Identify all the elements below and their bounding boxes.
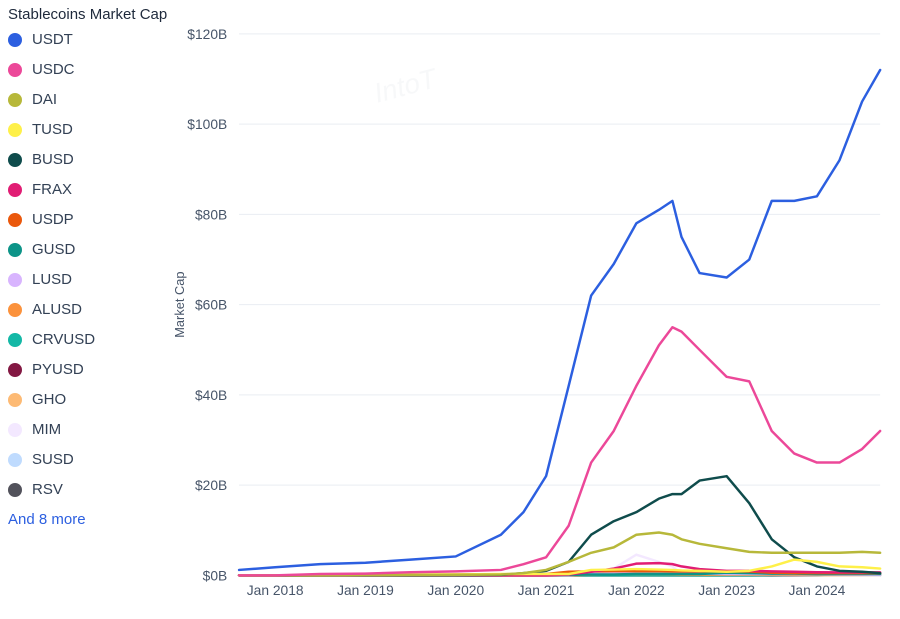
svg-text:IntoT: IntoT — [371, 62, 442, 109]
series-usdt[interactable] — [239, 70, 880, 570]
chart-title: Stablecoins Market Cap — [8, 6, 170, 23]
legend-item-mim[interactable]: MIM — [8, 421, 170, 438]
legend-item-gho[interactable]: GHO — [8, 391, 170, 408]
svg-text:Jan 2020: Jan 2020 — [427, 583, 484, 598]
legend-label: ALUSD — [32, 301, 82, 318]
legend-label: USDT — [32, 31, 73, 48]
svg-text:$20B: $20B — [195, 478, 227, 493]
legend-label: DAI — [32, 91, 57, 108]
svg-text:Jan 2024: Jan 2024 — [789, 583, 846, 598]
legend-item-crvusd[interactable]: CRVUSD — [8, 331, 170, 348]
legend-dot — [8, 243, 22, 257]
svg-text:$120B: $120B — [187, 27, 227, 42]
svg-text:$60B: $60B — [195, 298, 227, 313]
legend-item-usdc[interactable]: USDC — [8, 61, 170, 78]
legend-label: CRVUSD — [32, 331, 95, 348]
legend-dot — [8, 93, 22, 107]
legend-label: MIM — [32, 421, 61, 438]
svg-text:Jan 2018: Jan 2018 — [247, 583, 304, 598]
series-busd[interactable] — [239, 476, 880, 575]
legend-item-busd[interactable]: BUSD — [8, 151, 170, 168]
legend-label: PYUSD — [32, 361, 84, 378]
legend-dot — [8, 213, 22, 227]
legend-dot — [8, 183, 22, 197]
legend-item-rsv[interactable]: RSV — [8, 481, 170, 498]
legend-item-dai[interactable]: DAI — [8, 91, 170, 108]
svg-text:$80B: $80B — [195, 207, 227, 222]
legend-label: SUSD — [32, 451, 74, 468]
watermark: IntoT — [371, 62, 442, 109]
legend-dot — [8, 63, 22, 77]
svg-text:$40B: $40B — [195, 388, 227, 403]
y-axis-label: Market Cap — [172, 272, 187, 338]
x-ticks: Jan 2018 Jan 2019 Jan 2020 Jan 2021 Jan 2022… — [247, 583, 846, 598]
legend-label: BUSD — [32, 151, 74, 168]
legend-dot — [8, 363, 22, 377]
legend-dot — [8, 453, 22, 467]
legend-label: FRAX — [32, 181, 72, 198]
legend-label: USDP — [32, 211, 74, 228]
legend-label: GUSD — [32, 241, 75, 258]
gridlines — [239, 34, 880, 575]
legend-item-usdt[interactable]: USDT — [8, 31, 170, 48]
legend-label: LUSD — [32, 271, 72, 288]
legend-panel: Stablecoins Market Cap USDT USDC DAI TUSD BU… — [0, 0, 170, 619]
legend-dot — [8, 123, 22, 137]
legend-dot — [8, 153, 22, 167]
legend-item-tusd[interactable]: TUSD — [8, 121, 170, 138]
plot-area: IntoT $0B $20B $40B $60B $80B $100B $120B Market… — [170, 0, 900, 619]
legend-dot — [8, 393, 22, 407]
legend-item-pyusd[interactable]: PYUSD — [8, 361, 170, 378]
legend-dot — [8, 423, 22, 437]
legend-dot — [8, 33, 22, 47]
svg-text:Jan 2022: Jan 2022 — [608, 583, 665, 598]
legend-label: TUSD — [32, 121, 73, 138]
legend-label: RSV — [32, 481, 63, 498]
legend-item-gusd[interactable]: GUSD — [8, 241, 170, 258]
svg-text:Jan 2019: Jan 2019 — [337, 583, 394, 598]
svg-text:Jan 2021: Jan 2021 — [518, 583, 575, 598]
legend-dot — [8, 483, 22, 497]
legend-item-usdp[interactable]: USDP — [8, 211, 170, 228]
y-ticks: $0B $20B $40B $60B $80B $100B $120B — [187, 27, 227, 583]
legend-more-link[interactable]: And 8 more — [8, 511, 170, 528]
series-usdc[interactable] — [239, 327, 880, 575]
svg-text:Jan 2023: Jan 2023 — [698, 583, 755, 598]
svg-text:$0B: $0B — [203, 568, 228, 583]
legend-label: GHO — [32, 391, 66, 408]
line-chart: IntoT $0B $20B $40B $60B $80B $100B $120B Market… — [170, 20, 890, 609]
legend-item-susd[interactable]: SUSD — [8, 451, 170, 468]
legend-dot — [8, 273, 22, 287]
legend-dot — [8, 333, 22, 347]
legend-dot — [8, 303, 22, 317]
chart-container: Stablecoins Market Cap USDT USDC DAI TUSD BU… — [0, 0, 900, 619]
legend-item-alusd[interactable]: ALUSD — [8, 301, 170, 318]
legend-item-frax[interactable]: FRAX — [8, 181, 170, 198]
svg-text:$100B: $100B — [187, 117, 227, 132]
legend-label: USDC — [32, 61, 75, 78]
legend-item-lusd[interactable]: LUSD — [8, 271, 170, 288]
